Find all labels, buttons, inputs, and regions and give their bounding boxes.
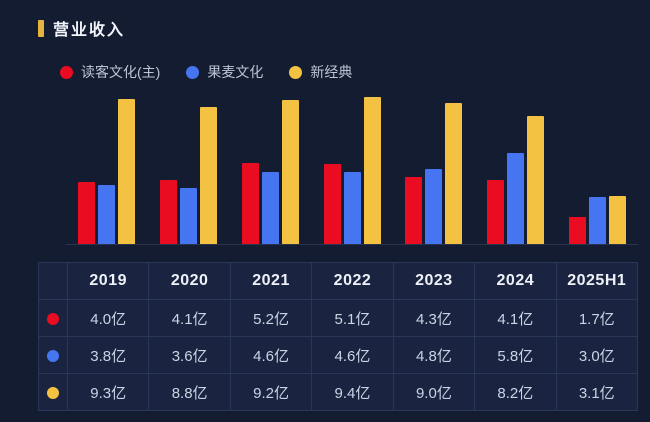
series-dot-icon (47, 349, 59, 362)
section-header: 营业收入 (38, 18, 650, 39)
value-cell: 9.4亿 (311, 373, 394, 411)
column-header-2024: 2024 (474, 262, 557, 300)
bar-读客文化(主)-2024 (486, 179, 504, 244)
bar-读客文化(主)-2023 (405, 176, 423, 244)
value-cell: 3.8亿 (66, 336, 150, 374)
value-cell: 4.8亿 (392, 336, 476, 374)
bar-新经典-2021 (281, 100, 299, 244)
value-cell: 5.2亿 (229, 299, 313, 337)
bar-新经典-2022 (363, 97, 381, 244)
value-cell: 9.3亿 (66, 373, 150, 411)
value-cell: 3.0亿 (555, 336, 639, 374)
bar-新经典-2024 (526, 115, 544, 244)
bar-果麦文化-2019 (98, 184, 116, 244)
column-header-2025H1: 2025H1 (555, 262, 639, 300)
bar-新经典-2019 (118, 98, 136, 244)
series-color-column-header (38, 262, 68, 300)
legend-item: 果麦文化 (186, 62, 263, 82)
value-cell: 5.8亿 (474, 336, 557, 374)
value-cell: 9.2亿 (229, 373, 313, 411)
legend-label: 读客文化(主) (81, 64, 161, 80)
value-cell: 8.2亿 (474, 373, 557, 411)
bar-果麦文化-2024 (506, 153, 524, 244)
legend-swatch-icon (186, 65, 200, 79)
bar-果麦文化-2025H1 (588, 197, 606, 244)
title-accent-bar (38, 19, 44, 37)
bar-读客文化(主)-2019 (78, 181, 96, 244)
value-cell: 4.1亿 (148, 299, 231, 337)
bar-group-2020 (148, 94, 230, 244)
revenue-bar-chart (66, 94, 638, 245)
bar-group-2022 (311, 94, 393, 244)
legend-swatch-icon (60, 65, 73, 79)
column-header-2022: 2022 (311, 262, 394, 300)
value-cell: 4.1亿 (474, 299, 557, 337)
column-header-2019: 2019 (66, 262, 150, 300)
bar-group-2019 (66, 94, 148, 244)
table-row-新经典: 9.3亿 8.8亿 9.2亿 9.4亿 9.0亿 8.2亿 3.1亿 (38, 373, 639, 411)
legend-label: 新经典 (310, 64, 353, 80)
value-cell: 9.0亿 (392, 373, 476, 411)
page-title: 营业收入 (53, 22, 126, 39)
bar-group-2024 (475, 94, 557, 244)
bar-group-2021 (229, 94, 311, 244)
column-header-2021: 2021 (229, 262, 313, 300)
value-cell: 3.1亿 (555, 373, 639, 411)
bar-果麦文化-2023 (425, 169, 443, 244)
chart-legend: 读客文化(主) 果麦文化 新经典 (60, 64, 650, 80)
table-row-读客文化(主): 4.0亿 4.1亿 5.2亿 5.1亿 4.3亿 4.1亿 1.7亿 (38, 299, 639, 337)
value-cell: 5.1亿 (311, 299, 394, 337)
legend-item: 读客文化(主) (60, 62, 160, 82)
legend-item: 新经典 (289, 62, 352, 82)
bar-读客文化(主)-2025H1 (568, 217, 586, 244)
legend-label: 果麦文化 (207, 64, 264, 80)
legend-swatch-icon (289, 65, 303, 79)
series-swatch-cell (38, 373, 68, 411)
bar-读客文化(主)-2021 (241, 162, 259, 244)
value-cell: 8.8亿 (148, 373, 231, 411)
bar-果麦文化-2020 (180, 187, 198, 244)
series-swatch-cell (38, 336, 68, 374)
revenue-data-table: 2019 2020 2021 2022 2023 2024 2025H1 4.0亿 4.1亿 5.… (38, 262, 639, 411)
value-cell: 1.7亿 (555, 299, 639, 337)
bar-新经典-2025H1 (608, 195, 626, 244)
value-cell: 4.3亿 (392, 299, 476, 337)
column-header-2023: 2023 (392, 262, 476, 300)
value-cell: 3.6亿 (148, 336, 231, 374)
table-row-果麦文化: 3.8亿 3.6亿 4.6亿 4.6亿 4.8亿 5.8亿 3.0亿 (38, 336, 639, 374)
bar-group-2023 (393, 94, 475, 244)
value-cell: 4.6亿 (229, 336, 313, 374)
bar-新经典-2023 (445, 103, 463, 244)
bar-读客文化(主)-2022 (323, 164, 341, 244)
bar-果麦文化-2022 (343, 172, 361, 244)
value-cell: 4.6亿 (311, 336, 394, 374)
series-dot-icon (47, 312, 59, 325)
bar-新经典-2020 (200, 106, 218, 244)
bar-读客文化(主)-2020 (160, 179, 178, 244)
series-swatch-cell (38, 299, 68, 337)
column-header-2020: 2020 (148, 262, 231, 300)
bar-果麦文化-2021 (261, 172, 279, 244)
bar-group-2025H1 (556, 94, 638, 244)
table-header-row: 2019 2020 2021 2022 2023 2024 2025H1 (38, 262, 639, 300)
value-cell: 4.0亿 (66, 299, 150, 337)
series-dot-icon (47, 386, 59, 399)
